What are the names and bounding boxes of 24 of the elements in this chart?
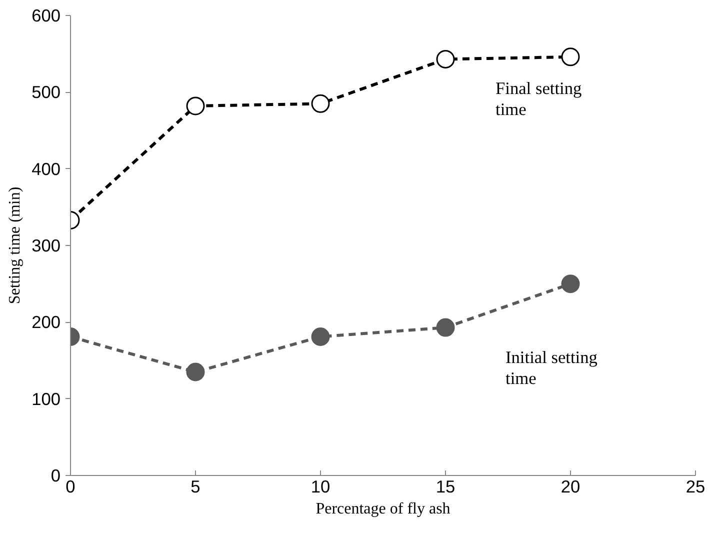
text: Initial setting time	[506, 348, 598, 388]
y-tick-label: 500	[32, 82, 61, 102]
x-tick-label: 25	[686, 476, 706, 496]
y-tick-label: 200	[32, 312, 61, 332]
y-tick-label: 400	[32, 158, 61, 179]
point	[561, 274, 580, 294]
point	[311, 328, 330, 346]
point	[186, 96, 205, 116]
x-tick-label: 15	[436, 476, 456, 496]
series-label: Final setting time	[496, 79, 582, 120]
point	[436, 50, 455, 68]
x-tick-label: 5	[190, 476, 200, 496]
x-tick-label: 20	[560, 476, 580, 496]
point	[311, 94, 330, 113]
x-axis-title: Percentage of fly ash	[316, 500, 450, 518]
x-tick-label: 10	[310, 476, 330, 496]
y-tick-label: 100	[32, 388, 61, 409]
point	[436, 318, 455, 337]
y-axis-title: Setting time (min)	[6, 186, 24, 304]
x-tick-label: 0	[66, 476, 76, 496]
y-tick-label: 600	[32, 6, 61, 26]
point	[561, 48, 580, 66]
y-tick-label: 300	[32, 236, 61, 256]
point	[186, 362, 205, 382]
